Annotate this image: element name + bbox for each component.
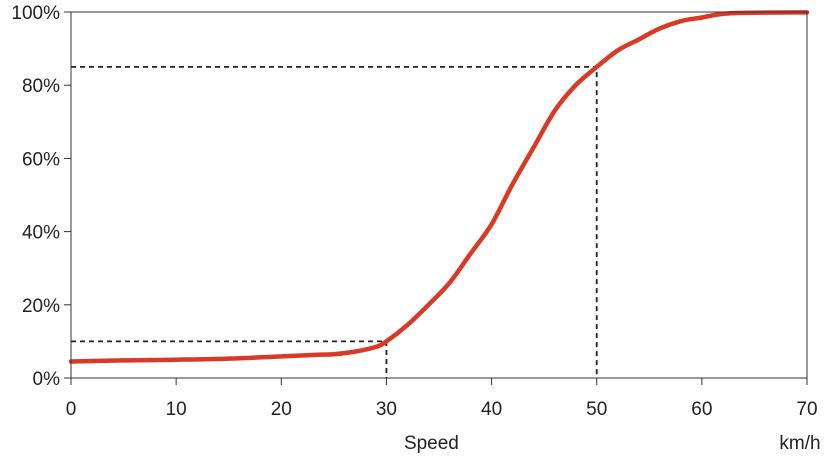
x-tick-label: 60 xyxy=(691,399,712,420)
y-tick-label: 60% xyxy=(22,149,60,170)
x-tick-label: 20 xyxy=(271,399,292,420)
x-axis-unit: km/h xyxy=(779,433,820,454)
y-tick-label: 100% xyxy=(11,3,60,24)
x-tick-label: 0 xyxy=(66,399,77,420)
y-tick-label: 0% xyxy=(33,369,61,390)
x-tick-label: 10 xyxy=(166,399,187,420)
x-tick-label: 50 xyxy=(586,399,607,420)
x-tick-label: 70 xyxy=(796,399,817,420)
y-axis-ticks: 0% 20% 40% 60% 80% 100% xyxy=(11,3,71,390)
x-axis-ticks: 0 10 20 30 40 50 60 70 xyxy=(66,378,818,420)
x-axis-label: Speed xyxy=(404,433,459,454)
reference-lines xyxy=(71,66,598,378)
y-tick-label: 40% xyxy=(22,223,60,244)
y-tick-label: 20% xyxy=(22,296,60,317)
x-tick-label: 30 xyxy=(376,399,397,420)
series-layer xyxy=(68,10,810,364)
y-tick-label: 80% xyxy=(22,76,60,97)
reference-line-2 xyxy=(71,66,598,378)
x-tick-label: 40 xyxy=(481,399,502,420)
series-line-1 xyxy=(68,10,810,364)
plot-area-frame xyxy=(70,11,808,379)
